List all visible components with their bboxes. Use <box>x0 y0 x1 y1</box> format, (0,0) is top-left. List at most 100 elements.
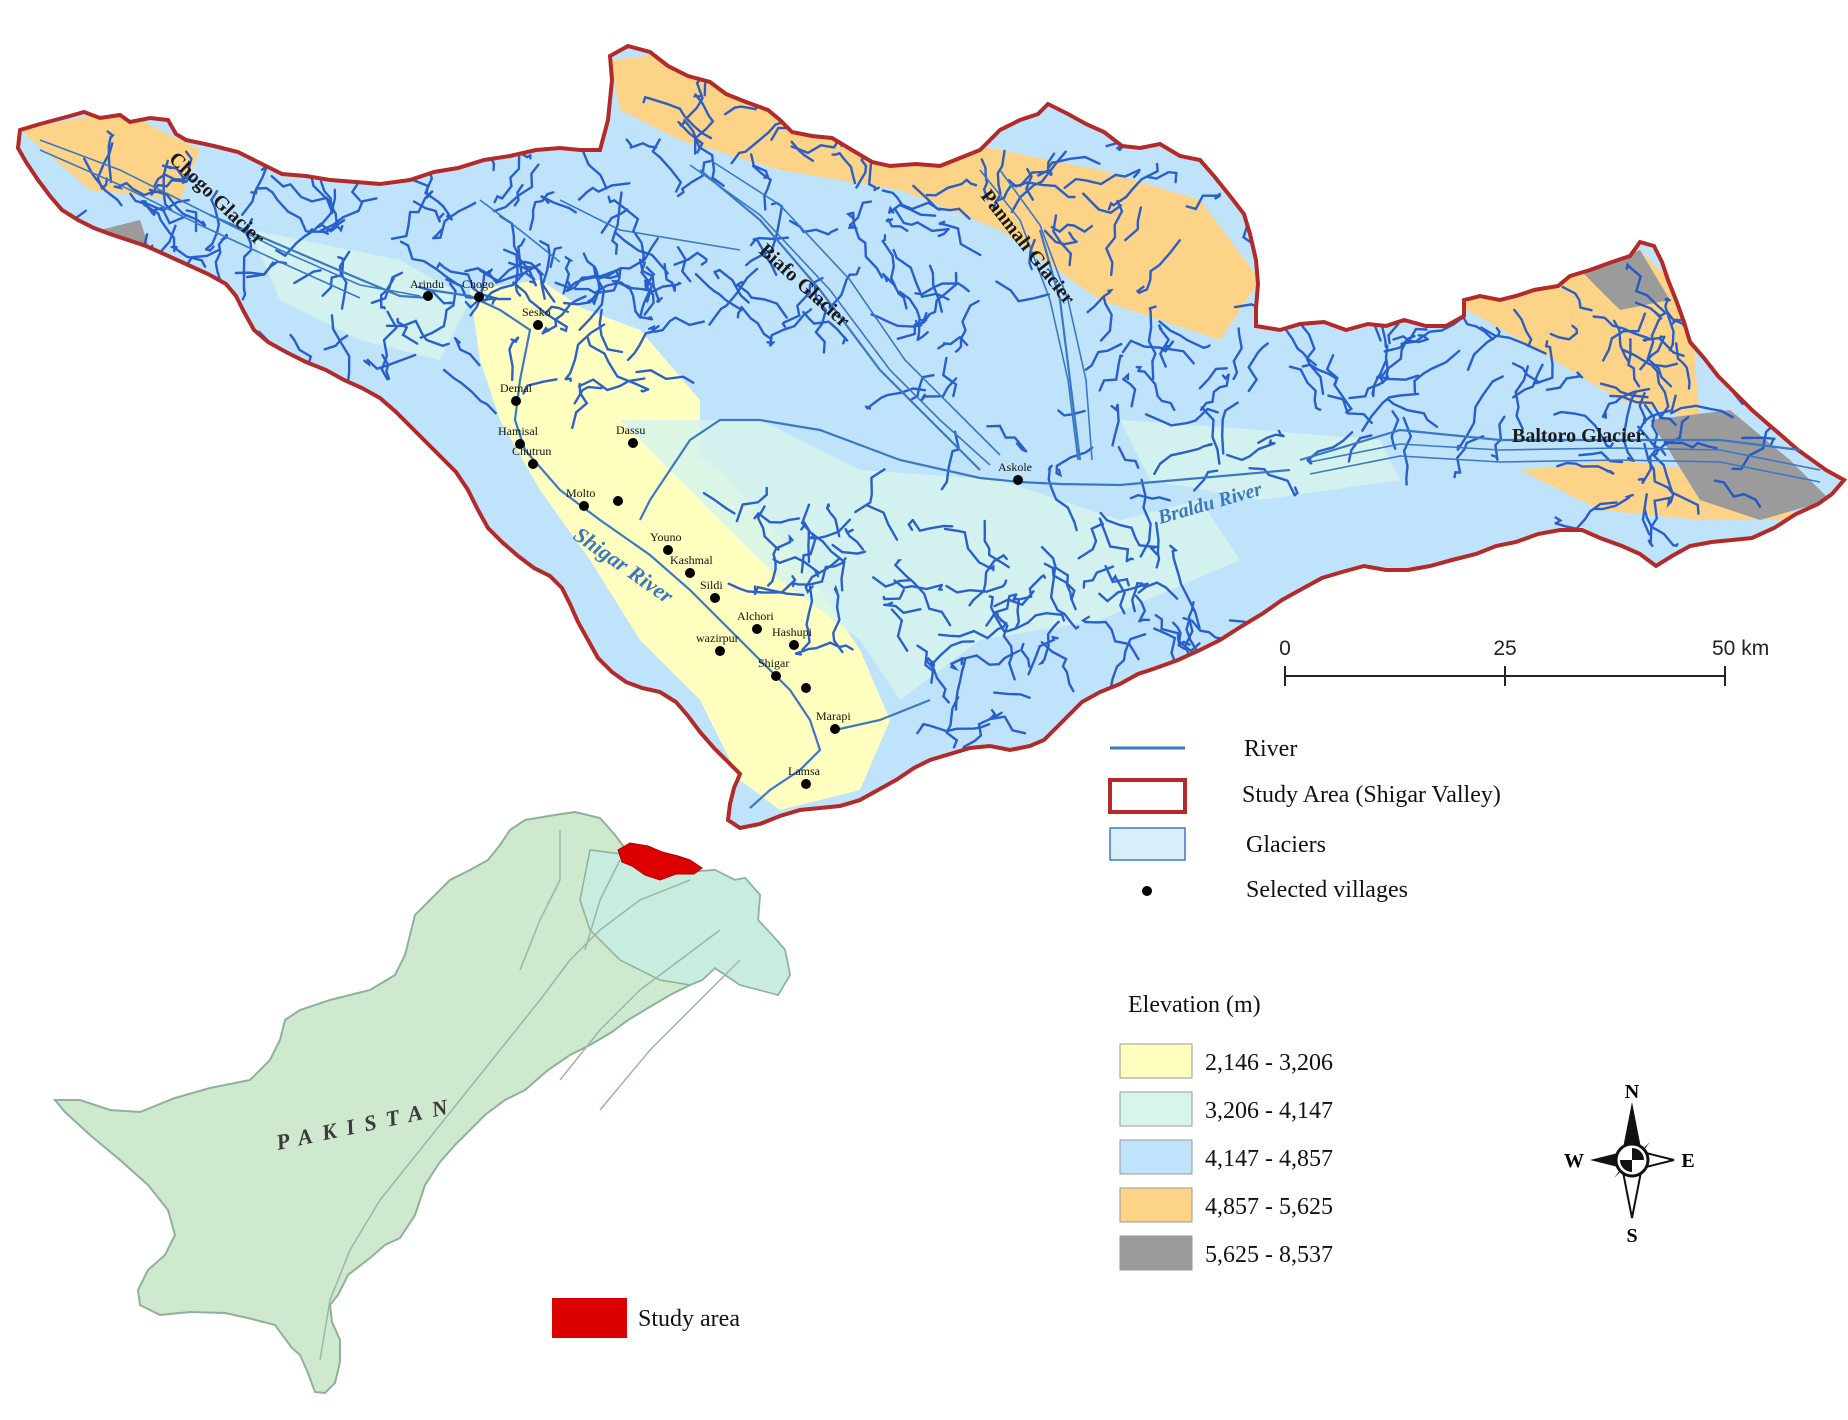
glacier-line <box>1511 362 1541 384</box>
compass-n: N <box>1625 1081 1640 1103</box>
glacier-line <box>1011 593 1019 601</box>
elevation-swatch-3 <box>1119 1139 1193 1175</box>
glacier-line <box>363 358 371 368</box>
village-dot-unlabeled <box>613 496 623 506</box>
glacier-line <box>1027 638 1056 676</box>
glacier-line <box>1198 367 1228 390</box>
glacier-line <box>1306 431 1354 462</box>
village-dot-kashmal <box>685 568 695 578</box>
glacier-line <box>454 337 481 367</box>
indus-river-inset <box>319 879 691 1361</box>
elevation-class-label-4: 4,857 - 5,625 <box>1205 1194 1333 1220</box>
glacier-line <box>1199 373 1230 411</box>
glacier-line <box>107 136 113 184</box>
glacier-line <box>1052 155 1101 165</box>
river-network <box>209 169 1801 809</box>
village-dot-unlabeled <box>801 683 811 693</box>
village-label-wazirpur: wazirpur <box>696 631 739 645</box>
glacier-line <box>370 271 404 304</box>
glacier-line <box>1040 545 1073 601</box>
glacier-line <box>1371 386 1376 398</box>
glacier-line <box>424 168 452 219</box>
glacier-line <box>698 68 708 76</box>
glacier-line <box>1084 620 1140 661</box>
glacier-line <box>453 337 462 345</box>
glacier-line <box>544 305 569 315</box>
glacier-line <box>930 640 975 666</box>
glacier-line <box>1622 348 1679 368</box>
elevation-swatch-5 <box>1119 1235 1193 1271</box>
glacier-line <box>1513 308 1533 348</box>
glacier-line <box>883 589 905 601</box>
village-label-sildi: Sildi <box>700 578 723 592</box>
glacier-line <box>83 157 123 207</box>
glacier-line <box>873 186 880 192</box>
village-dot-askole <box>1013 475 1023 485</box>
glacier-line <box>44 245 51 251</box>
glacier-line <box>1080 615 1091 624</box>
glacier-line <box>1733 324 1801 350</box>
glacier-line <box>1666 498 1672 509</box>
glacier-line <box>181 175 187 183</box>
glacier-line <box>1602 312 1647 362</box>
glacier-line <box>1417 334 1429 341</box>
glacier-line <box>1695 313 1702 321</box>
glacier-line <box>294 152 307 161</box>
glacier-line <box>34 219 62 227</box>
glacier-line <box>1101 124 1109 130</box>
glacier-line <box>916 723 925 735</box>
glacier-line <box>938 220 946 226</box>
glacier-line <box>1327 394 1373 425</box>
glacier-line <box>1050 223 1094 234</box>
glacier-line <box>522 378 558 395</box>
glacier-line <box>1057 409 1086 417</box>
glacier-line <box>833 584 839 594</box>
glacier-line <box>448 282 457 293</box>
glacier-label-baltoro: Baltoro Glacier <box>1512 425 1644 447</box>
glacier-line <box>1135 366 1143 373</box>
glacier-line <box>1153 443 1212 476</box>
glacier-line <box>1663 441 1718 450</box>
glacier-line <box>1268 439 1276 445</box>
village-label-shigar: Shigar <box>758 656 789 670</box>
legend-river-label: River <box>1244 736 1297 762</box>
glacier-line <box>255 186 307 233</box>
glacier-line <box>418 285 453 305</box>
glacier-line <box>988 595 994 599</box>
glacier-line <box>954 345 963 353</box>
glacier-line <box>1723 352 1740 378</box>
glacier-line <box>432 201 477 240</box>
glacier-line <box>148 188 207 227</box>
inset-tributary-1 <box>519 830 561 971</box>
glacier-line <box>795 119 873 134</box>
glacier-line <box>1172 621 1182 646</box>
glacier-line <box>241 288 247 301</box>
glacier-line <box>323 334 349 351</box>
glacier-line <box>380 305 386 310</box>
glacier-line <box>983 519 1010 569</box>
elevation-zone-peak <box>1650 410 1830 520</box>
glacier-line <box>354 143 359 153</box>
glacier-line <box>1392 334 1429 344</box>
glacier-line <box>838 152 857 185</box>
glacier-line <box>1226 442 1276 462</box>
glacier-tongue-outline <box>39 139 421 297</box>
glacier-line <box>488 268 493 277</box>
village-label-demal: Demal <box>500 381 533 395</box>
glacier-line <box>1169 544 1179 553</box>
glacier-line <box>1137 581 1179 600</box>
village-label-marapi: Marapi <box>816 709 851 723</box>
study-area-fill <box>18 46 1844 828</box>
village-label-hamisal: Hamisal <box>498 424 539 438</box>
glacier-line <box>350 156 423 174</box>
glacier-line <box>493 194 504 204</box>
glacier-line <box>1147 310 1157 381</box>
village-label-dassu: Dassu <box>616 423 645 437</box>
glacier-line <box>442 368 497 415</box>
glacier-line <box>1713 479 1762 508</box>
legend-village-symbol <box>1142 886 1152 896</box>
glacier-line <box>1545 375 1582 391</box>
glacier-tongue-outline <box>39 149 361 299</box>
glacier-line <box>1644 394 1677 422</box>
glacier-line <box>1636 392 1648 435</box>
